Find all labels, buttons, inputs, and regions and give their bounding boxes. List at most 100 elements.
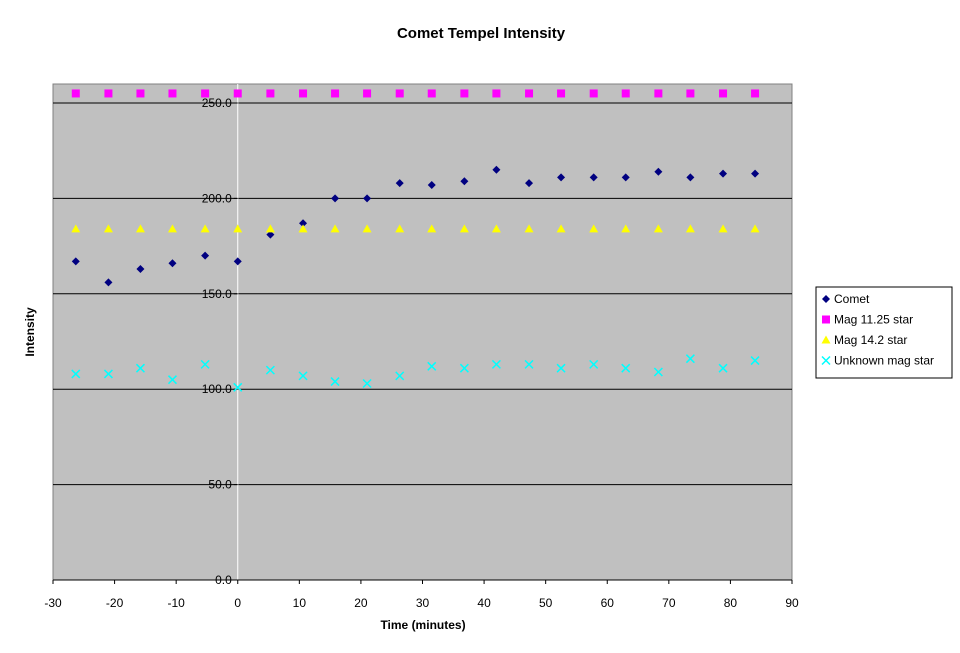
x-tick-label-2: -10 bbox=[167, 596, 185, 610]
x-tick-label-7: 40 bbox=[477, 596, 491, 610]
point-s0-9 bbox=[363, 194, 372, 203]
point-s3-21 bbox=[750, 356, 760, 366]
point-s2-6 bbox=[265, 224, 275, 233]
point-s1-10 bbox=[395, 89, 404, 98]
point-s0-19 bbox=[686, 173, 695, 182]
point-s3-6 bbox=[265, 365, 275, 375]
point-s2-17 bbox=[621, 224, 631, 233]
y-tick-label-3: 150.0 bbox=[202, 287, 232, 301]
x-tick-label-5: 20 bbox=[354, 596, 368, 610]
point-s2-11 bbox=[427, 224, 437, 233]
point-s3-15 bbox=[556, 363, 566, 373]
point-s3-20 bbox=[718, 363, 728, 373]
point-s3-13 bbox=[491, 359, 501, 369]
point-s3-5 bbox=[233, 382, 243, 392]
x-tick-label-11: 80 bbox=[724, 596, 738, 610]
point-s0-18 bbox=[654, 167, 663, 176]
point-s0-20 bbox=[719, 169, 728, 178]
point-s0-8 bbox=[331, 194, 340, 203]
point-s3-9 bbox=[362, 378, 372, 389]
point-s3-11 bbox=[427, 361, 437, 371]
point-s3-18 bbox=[653, 367, 663, 377]
legend-label-0: Comet bbox=[834, 292, 870, 306]
point-s0-17 bbox=[621, 173, 630, 182]
point-s1-9 bbox=[363, 89, 372, 98]
x-tick-label-9: 60 bbox=[601, 596, 615, 610]
point-s0-5 bbox=[233, 257, 242, 266]
point-s2-5 bbox=[233, 224, 243, 233]
y-tick-label-5: 250.0 bbox=[202, 96, 232, 110]
legend-marker-2 bbox=[821, 335, 831, 344]
point-s3-19 bbox=[685, 354, 695, 364]
point-s0-0 bbox=[71, 257, 80, 266]
gridlines bbox=[53, 102, 792, 486]
point-s1-8 bbox=[331, 89, 340, 98]
legend-label-3: Unknown mag star bbox=[834, 354, 934, 368]
y-tick-label-2: 100.0 bbox=[202, 382, 232, 396]
x-tick-label-0: -30 bbox=[44, 596, 62, 610]
point-s0-11 bbox=[427, 181, 436, 190]
point-s1-16 bbox=[589, 89, 598, 98]
point-s3-2 bbox=[135, 363, 145, 373]
point-s2-4 bbox=[200, 224, 210, 233]
point-s2-18 bbox=[653, 224, 663, 233]
point-s1-17 bbox=[621, 89, 630, 98]
point-s3-17 bbox=[621, 363, 631, 373]
point-s2-19 bbox=[685, 224, 695, 233]
point-s0-3 bbox=[168, 259, 177, 268]
point-s1-18 bbox=[654, 89, 663, 98]
point-s1-6 bbox=[266, 89, 275, 98]
point-s1-4 bbox=[201, 89, 210, 98]
point-s1-14 bbox=[525, 89, 534, 98]
point-s2-7 bbox=[298, 224, 308, 233]
point-s2-2 bbox=[135, 224, 145, 233]
point-s3-0 bbox=[71, 369, 81, 379]
point-s3-3 bbox=[167, 375, 178, 385]
point-s2-10 bbox=[395, 224, 405, 233]
point-s0-15 bbox=[557, 173, 566, 182]
legend-entry-1: Mag 11.25 star bbox=[822, 313, 913, 327]
legend-marker-3 bbox=[821, 355, 831, 366]
legend-label-1: Mag 11.25 star bbox=[834, 313, 913, 327]
point-s0-6 bbox=[266, 230, 275, 239]
point-s2-21 bbox=[750, 224, 760, 233]
series-3 bbox=[71, 354, 760, 392]
point-s3-12 bbox=[459, 363, 469, 373]
legend-entry-2: Mag 14.2 star bbox=[821, 333, 907, 347]
legend-box bbox=[815, 286, 953, 379]
point-s2-3 bbox=[167, 224, 177, 233]
legend-marker-1 bbox=[822, 315, 830, 324]
point-s1-5 bbox=[233, 89, 242, 98]
legend-entry-0: Comet bbox=[822, 292, 870, 306]
data-points bbox=[71, 89, 760, 392]
point-s2-12 bbox=[459, 224, 469, 233]
point-s0-7 bbox=[299, 219, 308, 228]
legend: Comet Mag 11.25 star Mag 14.2 star Unknown … bbox=[815, 286, 953, 379]
point-s0-2 bbox=[136, 264, 145, 273]
point-s3-1 bbox=[103, 369, 113, 379]
point-s1-0 bbox=[71, 89, 80, 98]
point-s2-16 bbox=[589, 224, 599, 233]
x-tick-label-4: 10 bbox=[293, 596, 307, 610]
point-s2-8 bbox=[330, 224, 340, 233]
point-s1-15 bbox=[557, 89, 566, 98]
point-s2-14 bbox=[524, 224, 534, 233]
point-s3-8 bbox=[330, 377, 340, 387]
point-s1-12 bbox=[460, 89, 469, 98]
plot-background bbox=[52, 83, 793, 581]
point-s1-13 bbox=[492, 89, 501, 98]
point-s0-16 bbox=[589, 173, 598, 182]
point-s3-16 bbox=[589, 359, 599, 369]
point-s0-13 bbox=[492, 165, 501, 174]
series-1 bbox=[71, 89, 760, 98]
y-tick-label-0: 0.0 bbox=[215, 573, 232, 587]
point-s3-14 bbox=[524, 359, 534, 369]
point-s1-1 bbox=[104, 89, 113, 98]
x-tick-labels: -30 -20 -10 0 10 20 30 40 50 60 70 80 90 bbox=[44, 580, 799, 610]
x-tick-label-3: 0 bbox=[234, 596, 241, 610]
point-s0-14 bbox=[525, 179, 534, 188]
x-tick-label-1: -20 bbox=[106, 596, 124, 610]
x-tick-label-12: 90 bbox=[785, 596, 799, 610]
legend-marker-0 bbox=[822, 295, 830, 303]
